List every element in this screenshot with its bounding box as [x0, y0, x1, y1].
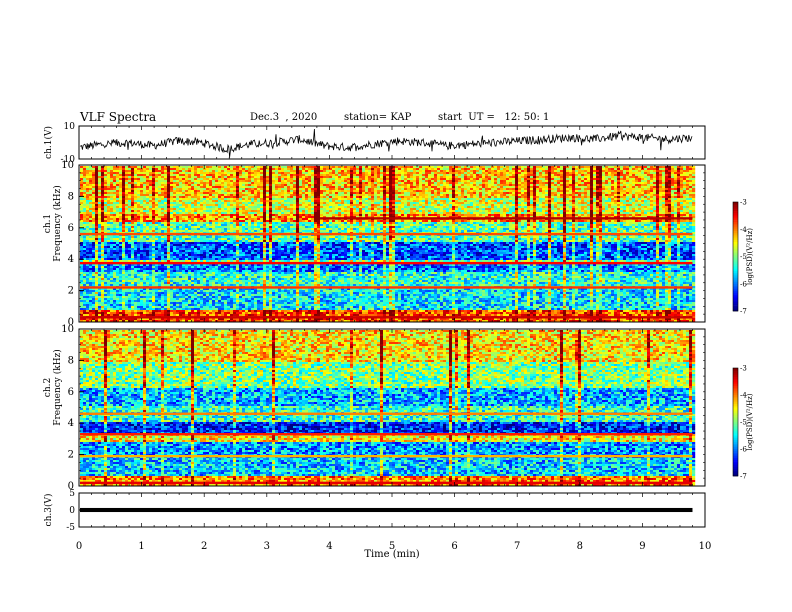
- ch1-trace: [80, 129, 692, 158]
- ch2-spectrogram-colorbar-tick: -7: [740, 473, 747, 481]
- ch3-ytick-label: -5: [66, 523, 75, 533]
- ch2-spectrogram-tone-line: [80, 413, 692, 415]
- ch1-spectrogram-tone-line: [80, 233, 692, 235]
- ch1-spectrogram-colorbar-tick: -7: [740, 308, 747, 316]
- ch3-trace: [80, 508, 692, 512]
- ch1-spectrogram-ytick-label: 10: [61, 160, 74, 171]
- time-tick-label: 8: [577, 541, 583, 552]
- ch1-spectrogram-ytick-label: 2: [68, 286, 74, 297]
- time-tick-label: 10: [699, 541, 712, 552]
- time-axis-label: Time (min): [364, 549, 419, 560]
- ch2-spectrogram-tone-line: [80, 455, 692, 457]
- ch2-spectrogram-tone-line: [80, 433, 692, 435]
- ch1-ytick-label: 10: [64, 122, 76, 132]
- ch1-spectrogram-ylabel: Frequency (kHz): [52, 185, 63, 262]
- ch1-spectrogram-ytick-label: 6: [68, 223, 74, 234]
- ch1-spectrogram-ytick-label: 4: [68, 254, 74, 265]
- ch3-ytick-label: 0: [69, 506, 75, 516]
- ch1-spectrogram-ytick-label: 8: [68, 191, 74, 202]
- time-tick-label: 4: [326, 541, 332, 552]
- ch1-spectrogram-tone-line: [80, 262, 692, 264]
- ch1-spectrogram-channel-label: ch.1: [43, 214, 53, 233]
- time-tick-label: 1: [138, 541, 144, 552]
- ch1-spectrogram-colorbar-label: log(PSD)(V²/Hz): [746, 228, 754, 285]
- ch1-spectrogram-tone-line: [80, 286, 692, 288]
- ch2-spectrogram-ytick-label: 4: [68, 418, 74, 429]
- ch2-spectrogram-channel-label: ch.2: [43, 378, 53, 397]
- ch2-spectrogram-ytick-label: 10: [61, 324, 74, 335]
- ch1-spectrogram-tone-line: [80, 316, 692, 318]
- time-tick-label: 2: [201, 541, 207, 552]
- time-tick-label: 9: [639, 541, 645, 552]
- time-tick-label: 7: [514, 541, 520, 552]
- ch2-spectrogram-colorbar-label: log(PSD)(V²/Hz): [746, 393, 754, 450]
- ch1-spectrogram-tone-line: [320, 217, 692, 219]
- ch3-ytick-label: 5: [69, 489, 75, 499]
- ch2-spectrogram-colorbar-tick: -3: [740, 365, 747, 373]
- ch2-spectrogram-tone-line: [80, 482, 692, 484]
- time-tick-label: 3: [264, 541, 270, 552]
- time-tick-label: 0: [76, 541, 82, 552]
- time-tick-label: 6: [451, 541, 457, 552]
- ch2-spectrogram-ytick-label: 2: [68, 450, 74, 461]
- ch2-spectrogram-ytick-label: 8: [68, 355, 74, 366]
- ch1-spectrogram-colorbar-tick: -3: [740, 199, 747, 207]
- ch1-ylabel: ch.1(V): [43, 126, 54, 159]
- ch3-waveform-panel: 5 0 -5 ch.3(V): [43, 489, 692, 533]
- ch2-spectrogram-ylabel: Frequency (kHz): [52, 349, 63, 426]
- ch3-ylabel: ch.3(V): [43, 494, 54, 527]
- ch2-spectrogram-ytick-label: 6: [68, 387, 74, 398]
